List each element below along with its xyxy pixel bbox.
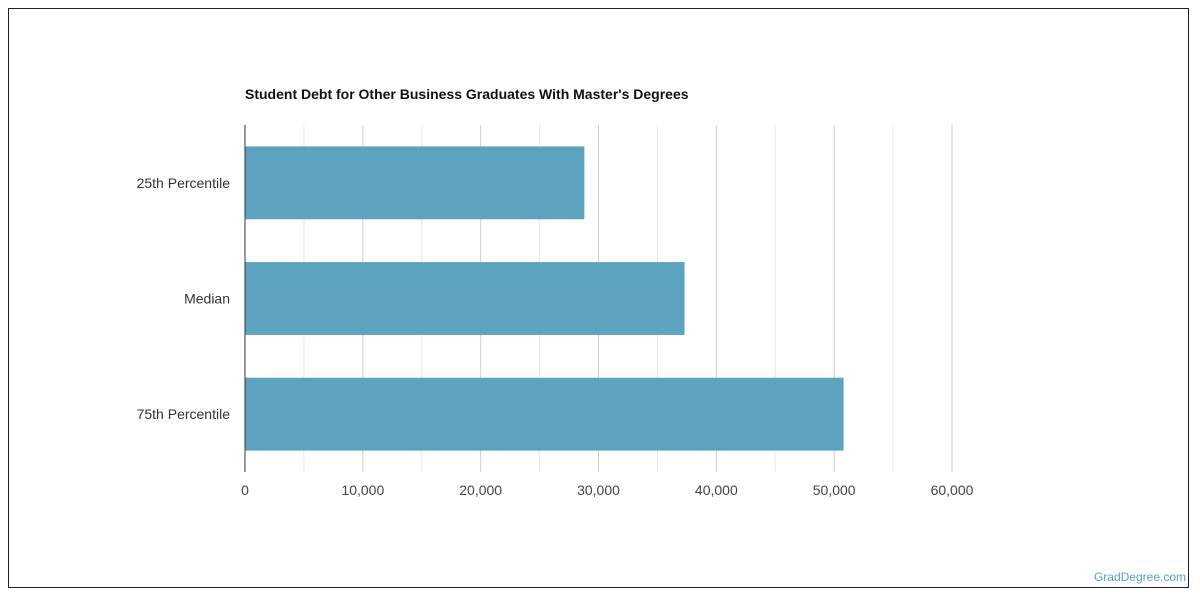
label-layer: 25th Percentile Median 75th Percentile 0 10,… (137, 175, 974, 498)
bar-median (245, 262, 685, 335)
bar-layer (245, 146, 844, 451)
bar-25th-percentile (245, 146, 585, 220)
category-label: 25th Percentile (137, 175, 231, 191)
category-label: 75th Percentile (137, 406, 231, 422)
x-tick-label: 30,000 (577, 482, 620, 498)
x-tick-label: 10,000 (341, 482, 384, 498)
x-tick-label: 0 (241, 482, 249, 498)
x-tick-label: 60,000 (931, 482, 974, 498)
category-label: Median (184, 291, 230, 307)
x-tick-label: 20,000 (459, 482, 502, 498)
watermark-link[interactable]: GradDegree.com (1093, 570, 1186, 584)
bar-75th-percentile (245, 377, 844, 451)
chart-title: Student Debt for Other Business Graduate… (245, 86, 689, 102)
x-tick-label: 40,000 (695, 482, 738, 498)
x-tick-label: 50,000 (813, 482, 856, 498)
